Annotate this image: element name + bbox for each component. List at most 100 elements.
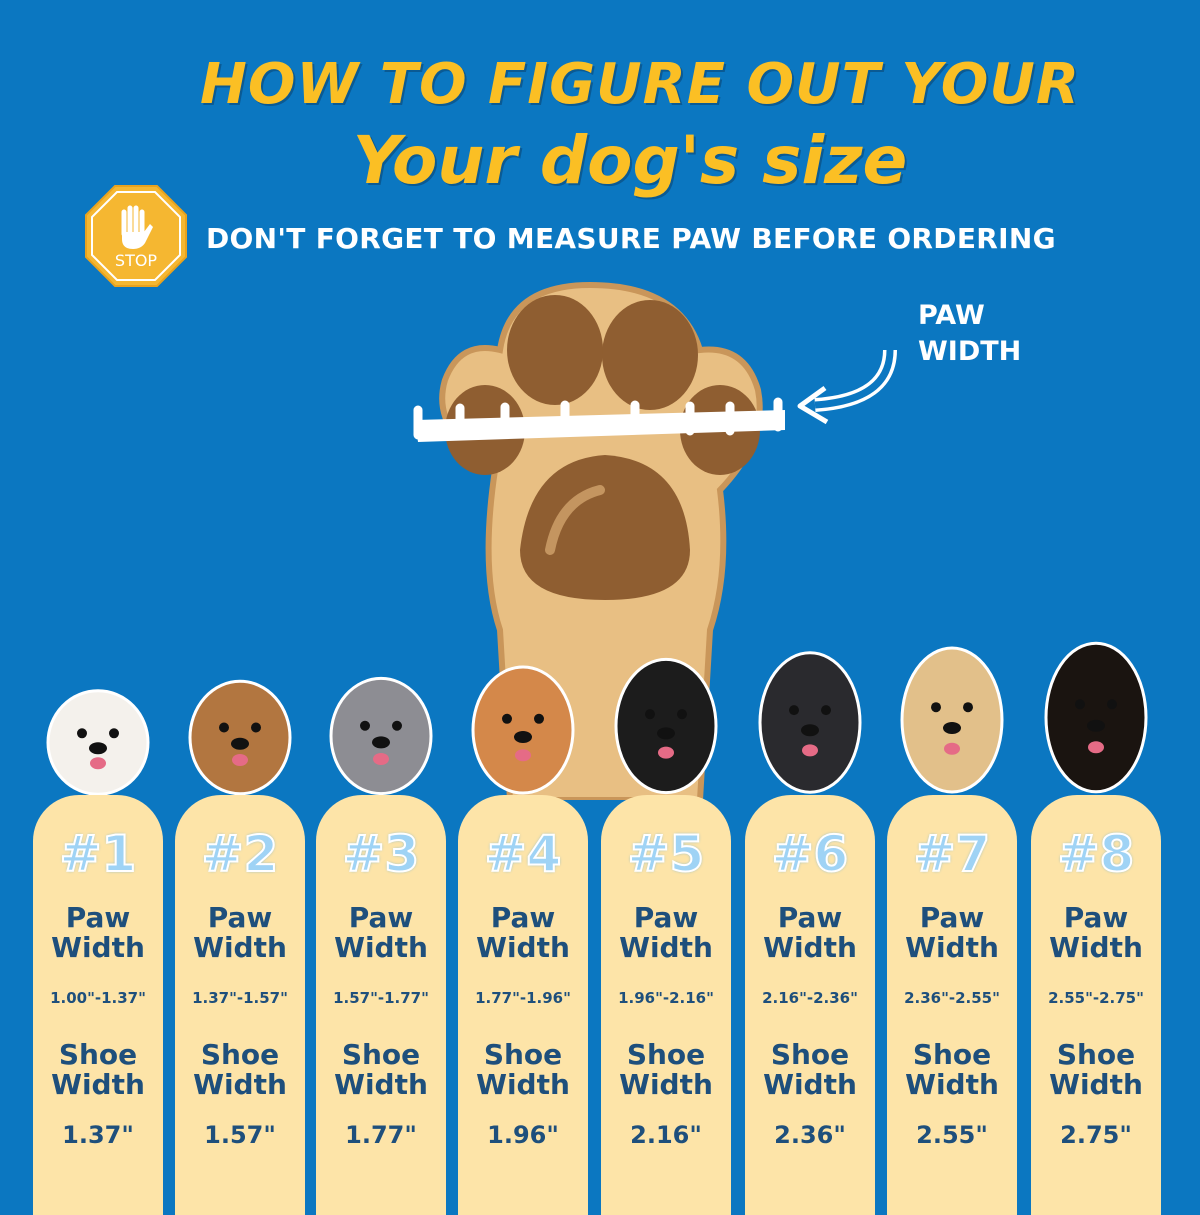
shoe-width-value: 1.96"	[487, 1121, 559, 1149]
shoe-label: Shoe	[1056, 1038, 1136, 1071]
paw-range: 1.96"-2.16"	[618, 989, 714, 1007]
shoe-label: Shoe	[483, 1038, 563, 1071]
paw-range: 1.57"-1.77"	[333, 989, 429, 1007]
size-number: #6	[771, 824, 850, 884]
shoe-width-heading: Shoe Width	[33, 1040, 163, 1100]
size-card: #7 Paw Width 2.36"-2.55" Shoe Width 2.55"	[887, 795, 1017, 1215]
dog-head	[188, 679, 292, 796]
shoe-width-value: 2.16"	[630, 1121, 702, 1149]
width-label: Width	[763, 931, 857, 964]
shoe-width-value: 1.77"	[345, 1121, 417, 1149]
paw-width-heading: Paw Width	[458, 903, 588, 963]
paw-range: 2.55"-2.75"	[1048, 989, 1144, 1007]
shoe-label: Shoe	[770, 1038, 850, 1071]
paw-label: Paw	[65, 901, 131, 934]
size-number: #3	[342, 824, 421, 884]
shoe-width-heading: Shoe Width	[458, 1040, 588, 1100]
paw-width-heading: Paw Width	[175, 903, 305, 963]
paw-width-label-line1: PAW	[918, 300, 985, 331]
dog-photo	[750, 645, 870, 804]
width-label: Width	[51, 931, 145, 964]
shoe-width-value: 2.55"	[916, 1121, 988, 1149]
width-label: Width	[193, 931, 287, 964]
width-label: Width	[905, 931, 999, 964]
shoe-width-heading: Shoe Width	[601, 1040, 731, 1100]
shoe-width-value: 1.57"	[204, 1121, 276, 1149]
dog-photo	[38, 685, 158, 804]
width-label: Width	[193, 1068, 287, 1101]
size-card: #4 Paw Width 1.77"-1.96" Shoe Width 1.96"	[458, 795, 588, 1215]
size-card: #1 Paw Width 1.00"-1.37" Shoe Width 1.37"	[33, 795, 163, 1215]
shoe-width-value: 1.37"	[62, 1121, 134, 1149]
dog-photo	[321, 672, 441, 804]
ruler-icon	[413, 397, 785, 442]
paw-range: 2.16"-2.36"	[762, 989, 858, 1007]
width-label: Width	[619, 931, 713, 964]
paw-range: 1.00"-1.37"	[50, 989, 146, 1007]
paw-label: Paw	[490, 901, 556, 934]
paw-label: Paw	[348, 901, 414, 934]
size-number: #1	[59, 824, 138, 884]
width-label: Width	[476, 1068, 570, 1101]
size-number: #2	[201, 824, 280, 884]
size-number: #4	[484, 824, 563, 884]
title-line-2: Your dog's size	[352, 122, 908, 199]
width-label: Width	[476, 931, 570, 964]
stop-sign-text: STOP	[115, 251, 158, 270]
width-label: Width	[51, 1068, 145, 1101]
paw-width-heading: Paw Width	[1031, 903, 1161, 963]
paw-label: Paw	[1063, 901, 1129, 934]
shoe-width-value: 2.75"	[1060, 1121, 1132, 1149]
shoe-width-heading: Shoe Width	[887, 1040, 1017, 1100]
subtitle: DON'T FORGET TO MEASURE PAW BEFORE ORDER…	[206, 222, 1056, 255]
paw-illustration	[400, 270, 800, 804]
paw-width-label: PAW WIDTH	[918, 298, 1021, 370]
dog-head	[614, 657, 718, 795]
dog-head	[1044, 641, 1148, 794]
size-number: #5	[627, 824, 706, 884]
shoe-label: Shoe	[341, 1038, 421, 1071]
size-card: #3 Paw Width 1.57"-1.77" Shoe Width 1.77"	[316, 795, 446, 1215]
dog-head	[900, 646, 1004, 794]
shoe-label: Shoe	[200, 1038, 280, 1071]
paw-width-heading: Paw Width	[33, 903, 163, 963]
paw-width-heading: Paw Width	[316, 903, 446, 963]
paw-label: Paw	[633, 901, 699, 934]
title-line-1: HOW TO FIGURE OUT YOUR	[200, 52, 1080, 117]
shoe-label: Shoe	[626, 1038, 706, 1071]
paw-range: 1.37"-1.57"	[192, 989, 288, 1007]
paw-width-label-line2: WIDTH	[918, 336, 1022, 367]
shoe-width-heading: Shoe Width	[1031, 1040, 1161, 1100]
width-label: Width	[1049, 1068, 1143, 1101]
width-label: Width	[334, 931, 428, 964]
width-label: Width	[334, 1068, 428, 1101]
dog-head	[471, 665, 575, 795]
size-card: #2 Paw Width 1.37"-1.57" Shoe Width 1.57"	[175, 795, 305, 1215]
stop-sign-icon: STOP	[84, 184, 188, 288]
paw-width-heading: Paw Width	[887, 903, 1017, 963]
width-label: Width	[1049, 931, 1143, 964]
arrow-icon	[795, 340, 905, 434]
shoe-width-heading: Shoe Width	[316, 1040, 446, 1100]
paw-label: Paw	[777, 901, 843, 934]
dog-photo	[1036, 635, 1156, 804]
width-label: Width	[905, 1068, 999, 1101]
size-card: #6 Paw Width 2.16"-2.36" Shoe Width 2.36"	[745, 795, 875, 1215]
paw-width-heading: Paw Width	[601, 903, 731, 963]
paw-label: Paw	[919, 901, 985, 934]
paw-range: 2.36"-2.55"	[904, 989, 1000, 1007]
shoe-label: Shoe	[912, 1038, 992, 1071]
dog-photo	[463, 660, 583, 804]
paw-label: Paw	[207, 901, 273, 934]
size-card: #8 Paw Width 2.55"-2.75" Shoe Width 2.75"	[1031, 795, 1161, 1215]
paw-width-heading: Paw Width	[745, 903, 875, 963]
dog-photo	[606, 652, 726, 804]
dog-head	[329, 676, 433, 796]
dog-photo	[892, 640, 1012, 804]
size-card: #5 Paw Width 1.96"-2.16" Shoe Width 2.16"	[601, 795, 731, 1215]
dog-head	[758, 651, 862, 794]
shoe-width-heading: Shoe Width	[175, 1040, 305, 1100]
dog-photo	[180, 675, 300, 804]
paw-range: 1.77"-1.96"	[475, 989, 571, 1007]
size-number: #8	[1057, 824, 1136, 884]
